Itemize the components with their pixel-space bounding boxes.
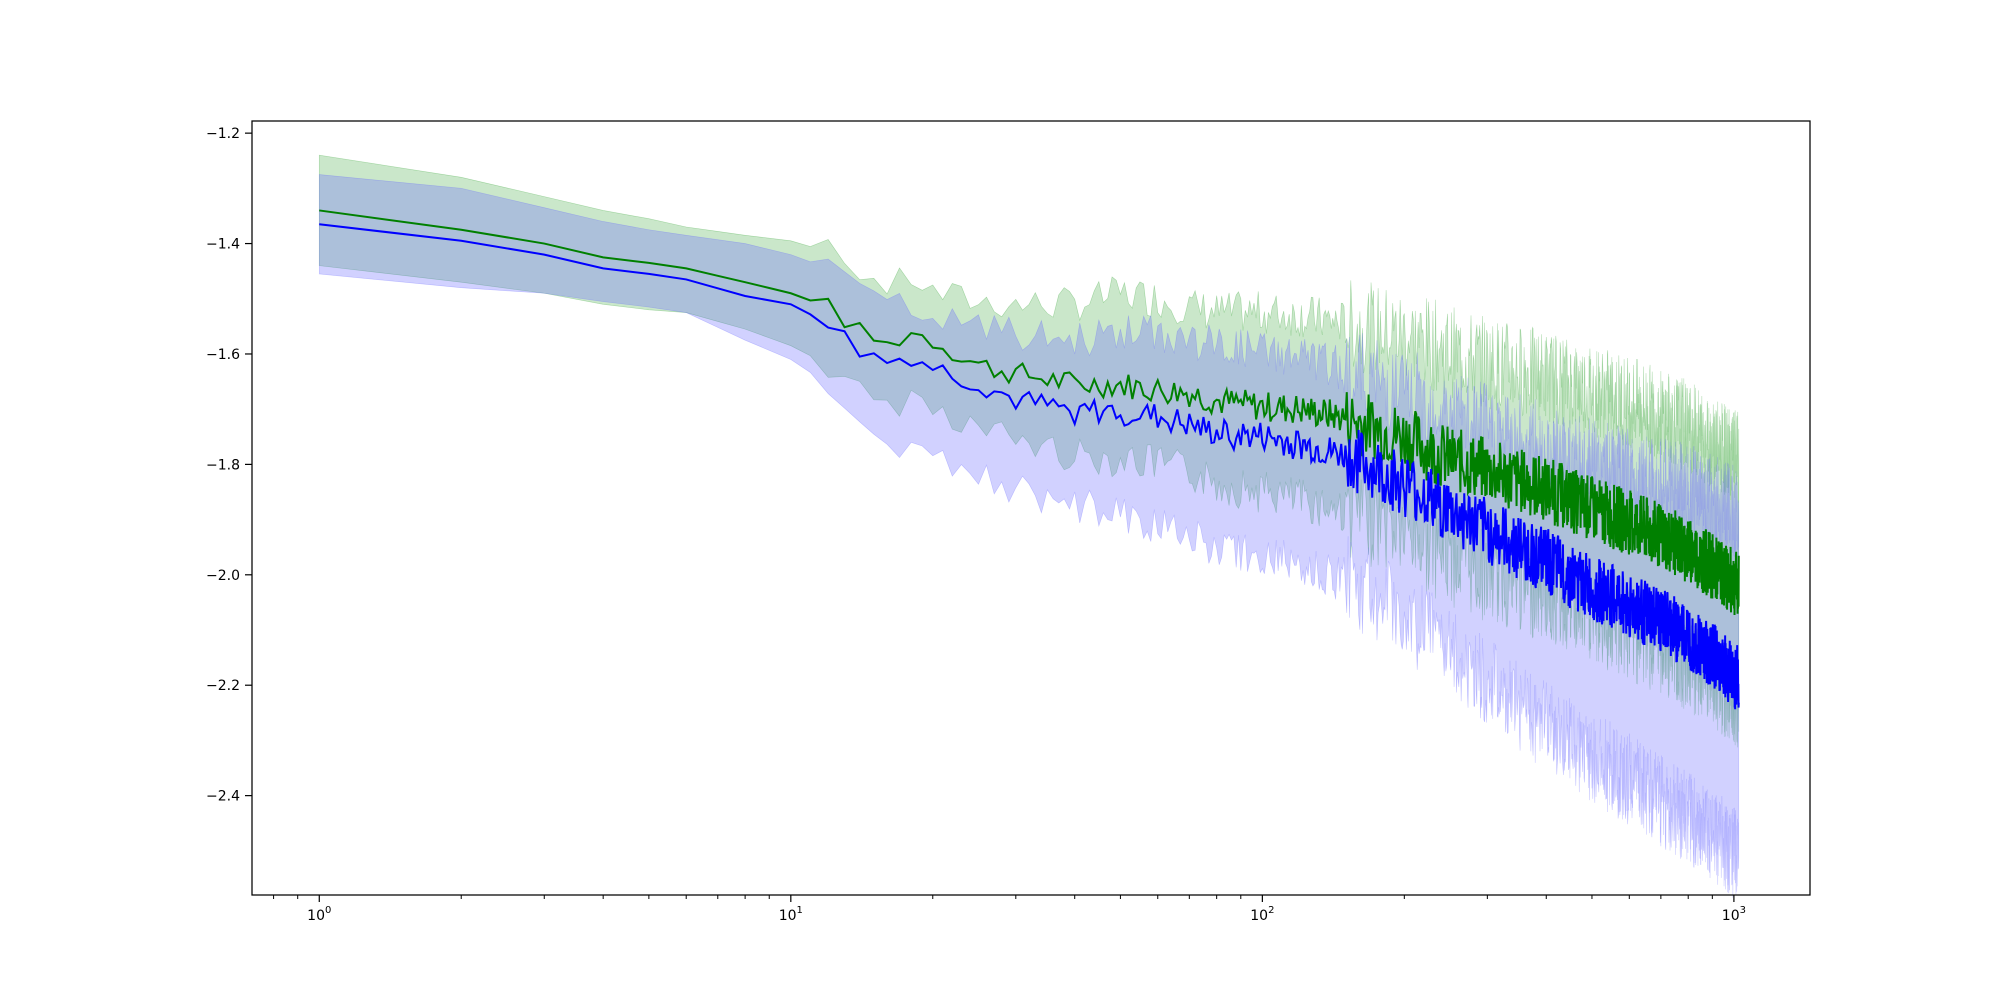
series-2-band	[318, 174, 1740, 898]
plot-frame	[251, 120, 1811, 896]
series-1-band	[318, 154, 1740, 748]
y-tick-label: −1.8	[206, 457, 240, 473]
x-tick-label: 100	[307, 905, 331, 924]
y-tick-label: −1.4	[206, 237, 240, 253]
y-tick-label: −2.2	[206, 678, 240, 694]
y-tick-label: −2.0	[206, 568, 240, 584]
y-tick-label: −2.4	[206, 789, 240, 805]
x-axis: 100 101 102 103	[273, 895, 1746, 924]
y-tick-label: −1.2	[206, 126, 240, 142]
x-tick-label: 102	[1250, 905, 1274, 924]
series-1-line	[319, 209, 1740, 615]
series-lines	[319, 209, 1740, 710]
x-tick-label: 103	[1722, 905, 1746, 924]
y-tick-label: −1.6	[206, 347, 240, 363]
confidence-bands	[318, 154, 1740, 898]
series-2-line	[319, 223, 1740, 710]
y-axis: −1.2 −1.4 −1.6 −1.8 −2.0 −2.2 −2.4	[206, 126, 252, 805]
x-tick-label: 101	[779, 905, 803, 924]
